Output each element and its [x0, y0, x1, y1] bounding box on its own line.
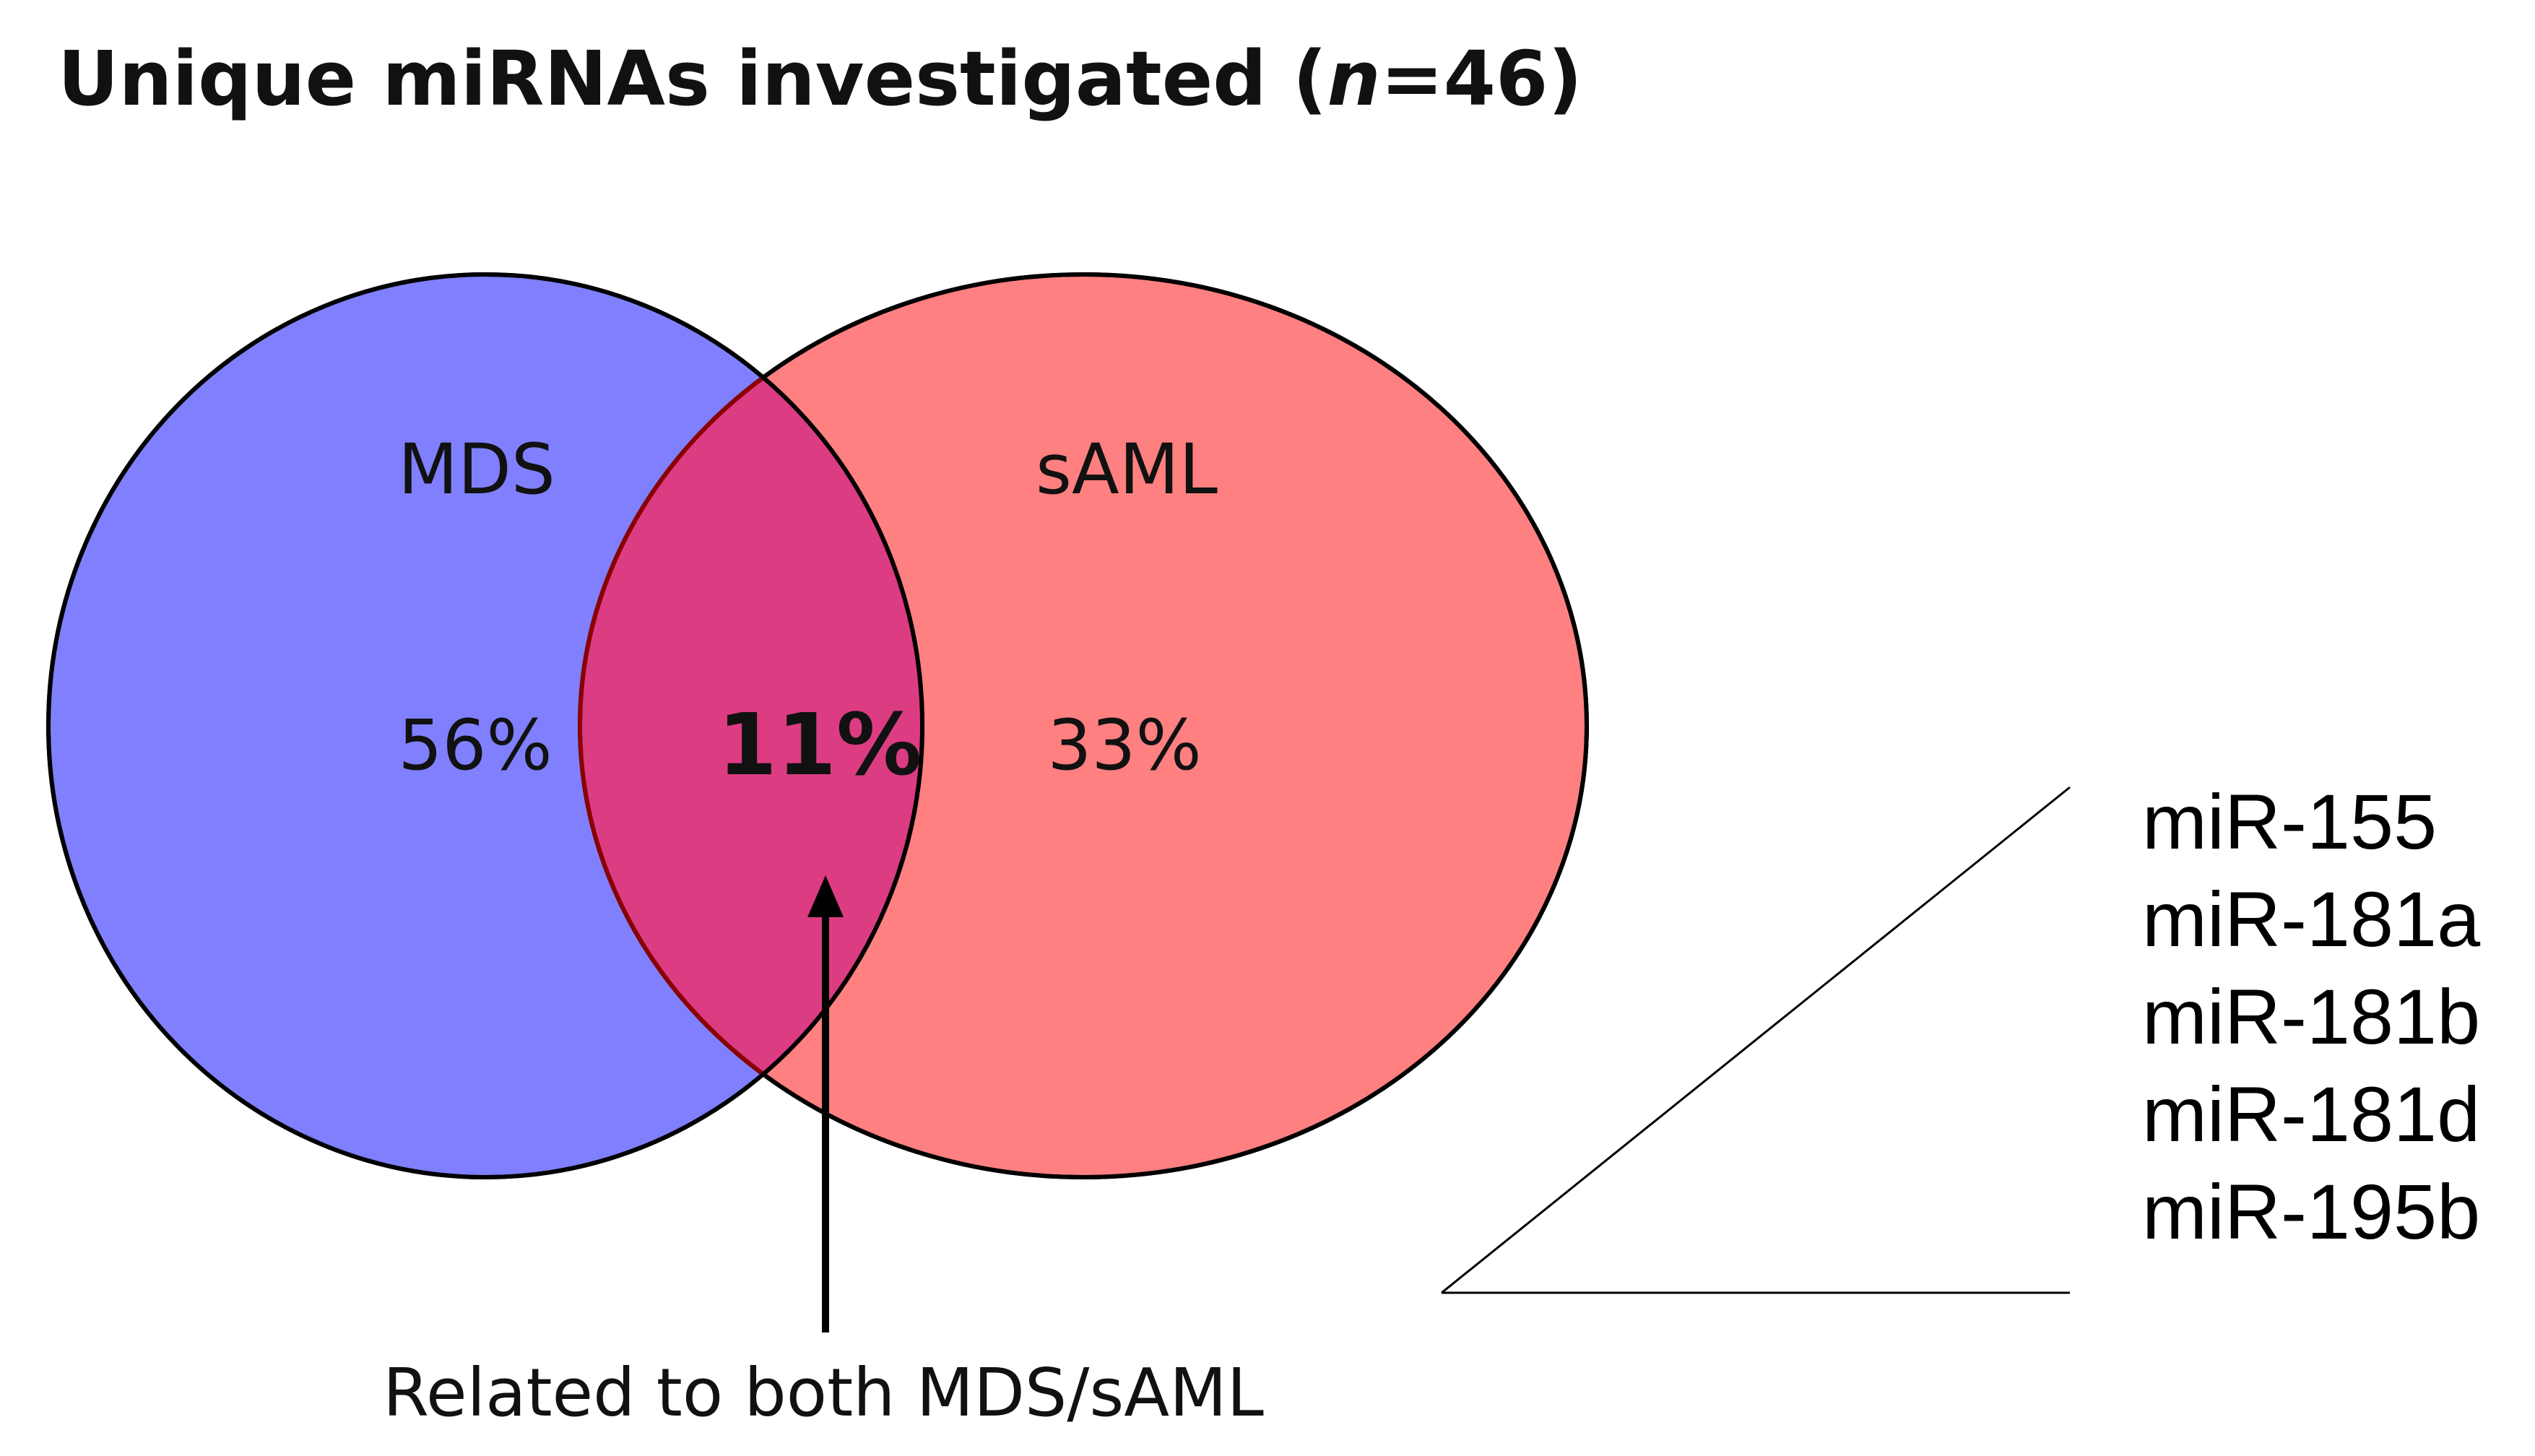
- set-label-mds: MDS: [398, 429, 555, 510]
- overlap-caption: Related to both MDS/sAML: [383, 1354, 1264, 1431]
- figure-title: Unique miRNAs investigated (n=46): [58, 35, 1582, 123]
- callout-diagonal-line: [1441, 786, 2071, 1294]
- overlap-arrow-head: [807, 875, 844, 917]
- share-overlap: 11%: [718, 695, 922, 794]
- title-prefix: Unique miRNAs investigated (: [58, 35, 1327, 123]
- overlap-mirna-list: miR-155 miR-181a miR-181b miR-181d miR-1…: [2142, 778, 2481, 1255]
- mirna-list-item: miR-181a: [2142, 875, 2481, 963]
- mirna-list-item: miR-155: [2142, 778, 2437, 865]
- mirna-list-item: miR-181b: [2142, 973, 2480, 1060]
- share-mds-only: 56%: [398, 705, 552, 786]
- title-suffix: =46): [1380, 35, 1582, 123]
- overlap-inner-arc: [578, 274, 922, 1177]
- set-label-saml: sAML: [1036, 429, 1218, 510]
- venn-overlap-region: [580, 274, 922, 1177]
- share-saml-only: 33%: [1047, 705, 1201, 786]
- mirna-list-item: miR-195b: [2142, 1168, 2480, 1255]
- title-italic-n: n: [1327, 35, 1380, 123]
- venn-set-left-outline: [46, 272, 924, 1179]
- mirna-list-item: miR-181d: [2142, 1070, 2480, 1158]
